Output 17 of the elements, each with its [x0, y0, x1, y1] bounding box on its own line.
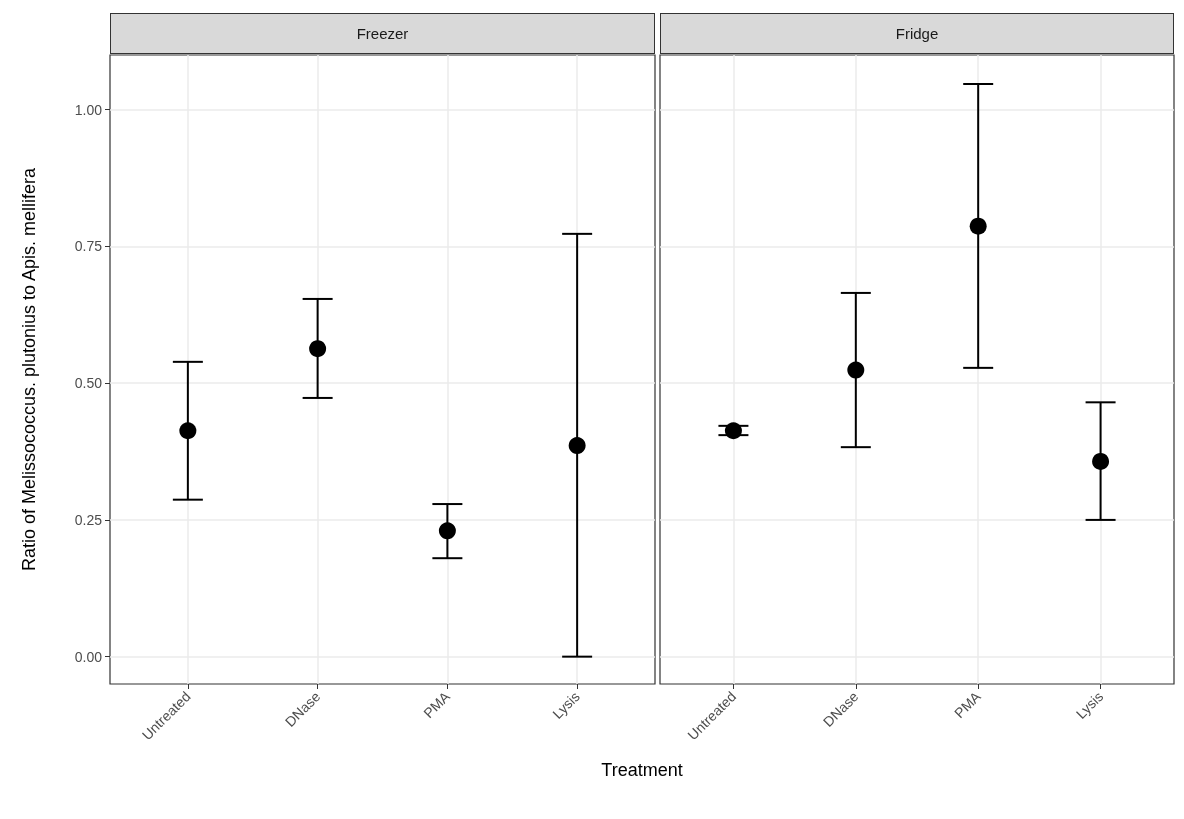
point: [1092, 452, 1110, 470]
y-tick-label: 1.00: [74, 101, 103, 118]
y-tick-label: 0.75: [74, 238, 103, 255]
point: [309, 340, 327, 358]
y-tick-label: 0.25: [74, 511, 103, 528]
point: [847, 361, 865, 379]
point: [568, 437, 586, 455]
point: [179, 422, 197, 440]
y-tick-label: 0.00: [74, 648, 103, 665]
point: [969, 217, 987, 235]
x-axis-title: Treatment: [600, 760, 684, 781]
y-axis-title: Ratio of Melissococcus. plutonius to Apis. mellifera: [19, 166, 39, 572]
point: [724, 422, 742, 440]
chart-title: Fridge: [660, 13, 1174, 54]
point: [438, 522, 456, 540]
y-tick-label: 0.50: [74, 375, 103, 392]
chart-title: Freezer: [110, 13, 655, 54]
